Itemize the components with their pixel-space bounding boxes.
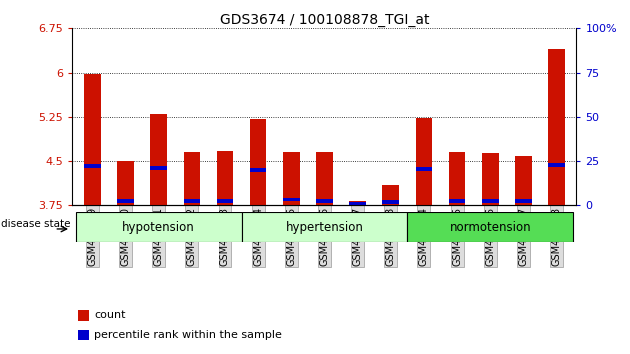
Bar [382, 200, 399, 204]
Bar [217, 151, 233, 205]
Bar [515, 156, 532, 205]
Text: normotension: normotension [449, 221, 531, 234]
Text: count: count [94, 310, 126, 320]
Bar [117, 199, 134, 203]
Bar [183, 199, 200, 202]
Bar [76, 212, 241, 242]
Bar [449, 199, 466, 203]
Text: hypertension: hypertension [285, 221, 364, 234]
Bar [482, 153, 498, 205]
Bar [151, 166, 167, 170]
Bar [78, 330, 89, 340]
Bar [382, 185, 399, 205]
Bar [283, 152, 300, 205]
Bar [217, 199, 233, 202]
Bar [416, 167, 432, 171]
Bar [250, 119, 266, 205]
Bar [316, 152, 333, 205]
Bar [84, 164, 101, 168]
Bar [78, 310, 89, 321]
Bar [316, 199, 333, 202]
Bar [408, 212, 573, 242]
Bar [84, 74, 101, 205]
Bar [449, 152, 466, 205]
Bar [548, 49, 565, 205]
Bar [183, 152, 200, 205]
Bar [515, 199, 532, 203]
Text: hypotension: hypotension [122, 221, 195, 234]
Bar [416, 118, 432, 205]
Text: disease state: disease state [1, 219, 71, 229]
Bar [349, 201, 366, 205]
Bar [117, 161, 134, 205]
Bar [283, 198, 300, 201]
Text: percentile rank within the sample: percentile rank within the sample [94, 330, 282, 340]
Bar [482, 199, 498, 202]
Bar [241, 212, 408, 242]
Bar [250, 168, 266, 172]
Title: GDS3674 / 100108878_TGI_at: GDS3674 / 100108878_TGI_at [220, 13, 429, 27]
Bar [151, 114, 167, 205]
Bar [548, 163, 565, 166]
Bar [349, 202, 366, 205]
